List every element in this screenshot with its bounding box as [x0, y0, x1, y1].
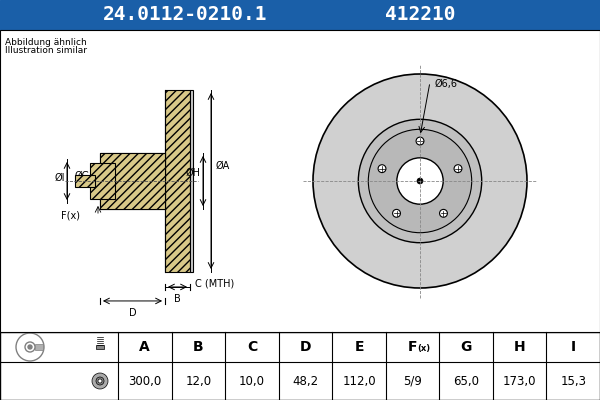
Text: A: A [139, 340, 150, 354]
Bar [0, 0, 600, 30]
Circle shape [392, 209, 400, 217]
Bar [90, 163, 115, 199]
Circle shape [358, 119, 482, 243]
Text: ØH: ØH [186, 168, 201, 178]
Text: I: I [571, 340, 576, 354]
Text: H: H [514, 340, 526, 354]
Text: F: F [408, 340, 418, 354]
Text: 5/9: 5/9 [403, 374, 422, 388]
Circle shape [454, 165, 462, 172]
Circle shape [313, 74, 527, 288]
Text: Illustration similar: Illustration similar [5, 46, 87, 55]
Text: 112,0: 112,0 [342, 374, 376, 388]
Text: 24.0112-0210.1: 24.0112-0210.1 [103, 6, 267, 24]
Text: 48,2: 48,2 [292, 374, 319, 388]
Text: E: E [354, 340, 364, 354]
Circle shape [417, 178, 423, 184]
Circle shape [416, 137, 424, 145]
Text: C (MTH): C (MTH) [195, 279, 234, 289]
Circle shape [92, 373, 108, 389]
Text: ØI: ØI [55, 173, 65, 183]
Text: Ø6,6: Ø6,6 [435, 79, 458, 89]
Bar [190, 90, 193, 272]
Bar [35, 344, 43, 350]
Bar [100, 153, 165, 209]
Text: 15,3: 15,3 [560, 374, 586, 388]
Bar [0, 332, 600, 400]
Text: 300,0: 300,0 [128, 374, 161, 388]
Text: 65,0: 65,0 [453, 374, 479, 388]
Text: G: G [460, 340, 472, 354]
Circle shape [96, 377, 104, 385]
Bar [96, 345, 104, 349]
Text: ØE: ØE [105, 173, 119, 183]
Circle shape [368, 129, 472, 233]
Text: ØA: ØA [216, 161, 230, 171]
Bar [75, 175, 95, 187]
Bar [165, 90, 190, 272]
Text: Abbildung ähnlich: Abbildung ähnlich [5, 38, 87, 47]
Text: B: B [174, 294, 181, 304]
Text: (x): (x) [418, 344, 431, 354]
Circle shape [28, 345, 32, 349]
Circle shape [397, 158, 443, 204]
Bar [0, 30, 600, 332]
Circle shape [440, 209, 448, 217]
Bar [100, 153, 165, 209]
Text: 173,0: 173,0 [503, 374, 536, 388]
Text: 412210: 412210 [385, 6, 455, 24]
Text: B: B [193, 340, 203, 354]
Text: F(x): F(x) [61, 211, 80, 221]
Text: 10,0: 10,0 [239, 374, 265, 388]
Text: 12,0: 12,0 [185, 374, 211, 388]
Text: ØG: ØG [75, 171, 90, 181]
Text: C: C [247, 340, 257, 354]
Text: D: D [299, 340, 311, 354]
Circle shape [378, 165, 386, 172]
Circle shape [98, 379, 102, 383]
Text: D: D [128, 308, 136, 318]
